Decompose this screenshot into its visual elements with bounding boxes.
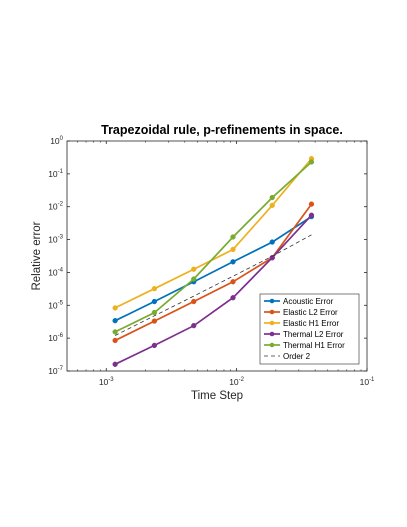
data-point <box>230 279 236 285</box>
x-axis-label: Time Step <box>191 390 243 402</box>
data-point <box>230 234 236 240</box>
legend: Acoustic Error Elastic L2 Error Elastic H1… <box>259 293 360 365</box>
data-point <box>191 323 197 329</box>
data-point <box>112 329 118 335</box>
data-point <box>191 266 197 272</box>
data-point <box>151 318 158 324</box>
data-point <box>191 276 197 282</box>
series-line-6 <box>114 234 312 336</box>
data-point <box>269 202 275 209</box>
series-layer <box>112 156 315 367</box>
legend-label: Acoustic Error <box>283 297 334 306</box>
series-line-3 <box>114 158 313 309</box>
data-point <box>230 295 236 301</box>
data-point <box>151 286 158 292</box>
data-point <box>269 239 275 245</box>
y-tick-label: 10-4 <box>48 267 63 277</box>
series-line-5 <box>114 161 313 333</box>
y-tick-label: 10-2 <box>48 202 63 212</box>
legend-label: Thermal L2 Error <box>283 330 344 339</box>
data-point <box>112 318 118 324</box>
x-tick-label: 10-2 <box>229 377 244 387</box>
y-tick-label: 10-3 <box>48 235 63 245</box>
data-point <box>151 309 158 316</box>
y-axis-label: Relative error <box>31 221 43 290</box>
data-point <box>308 201 315 207</box>
legend-label: Elastic H1 Error <box>283 319 339 328</box>
y-tick-label: 10-7 <box>48 366 63 376</box>
legend-marker <box>269 331 275 337</box>
series-line-1 <box>114 215 312 322</box>
data-point <box>308 159 315 165</box>
y-tick-label: 10-1 <box>48 169 63 179</box>
data-point <box>112 305 118 311</box>
legend-marker <box>269 342 275 348</box>
y-tick-label: 10-5 <box>48 300 63 310</box>
series-line-2 <box>114 203 313 342</box>
legend-box <box>259 293 360 365</box>
legend-label: Elastic L2 Error <box>283 308 338 317</box>
x-tick-label: 10-1 <box>360 377 375 387</box>
y-axis-ticks: 10-7 10-6 10-5 10-4 10-3 10-2 10-1 100 <box>48 136 367 376</box>
data-point <box>112 337 118 344</box>
x-axis-ticks: 10-3 10-2 10-1 <box>77 141 375 387</box>
data-point <box>151 298 158 305</box>
data-point <box>230 246 236 253</box>
x-tick-label: 10-3 <box>99 377 114 387</box>
legend-marker <box>269 309 275 315</box>
data-point <box>308 212 315 218</box>
y-tick-label: 10-6 <box>48 333 63 343</box>
data-point <box>230 259 236 265</box>
data-point <box>191 298 197 305</box>
legend-label: Order 2 <box>283 352 311 361</box>
data-point <box>269 255 275 261</box>
series-line-4 <box>114 214 313 366</box>
legend-marker <box>269 298 275 304</box>
y-tick-label: 100 <box>50 136 63 146</box>
chart-title: Trapezoidal rule, p-refinements in space… <box>101 123 343 137</box>
data-point <box>151 342 158 349</box>
data-point <box>269 194 275 201</box>
data-point <box>112 361 118 367</box>
legend-marker <box>269 320 275 326</box>
legend-label: Thermal H1 Error <box>283 341 345 350</box>
